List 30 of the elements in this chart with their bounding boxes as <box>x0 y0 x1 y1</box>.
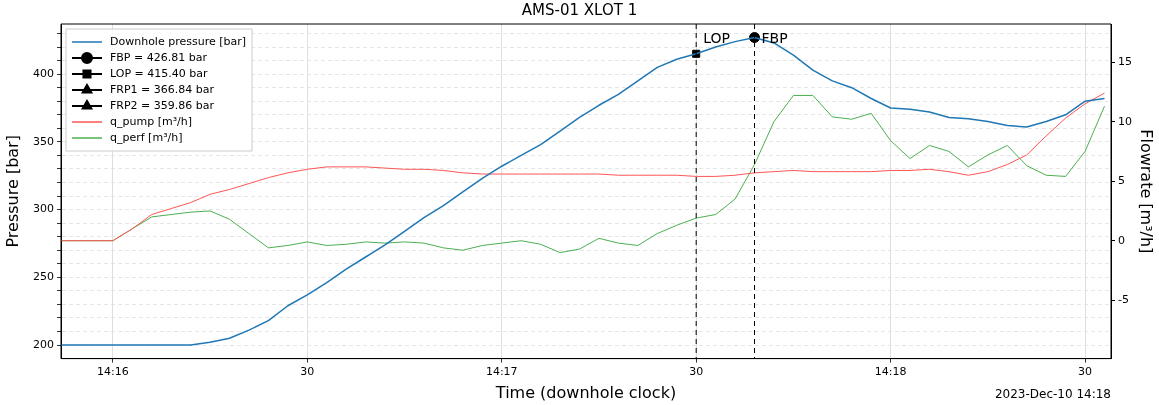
y-tick-label: 250 <box>33 270 54 284</box>
y-axis-title: Pressure [bar] <box>2 135 22 248</box>
ref-line-label: FBP <box>761 29 788 46</box>
chart-title: AMS-01 XLOT 1 <box>521 0 638 19</box>
x-tick-label: 30 <box>689 365 704 379</box>
y-tick-label: 200 <box>33 337 54 351</box>
legend-label: FBP = 426.81 bar <box>110 50 208 64</box>
legend-label: LOP = 415.40 bar <box>110 66 208 80</box>
text: 2023-Dec-10 14:18 <box>994 387 1111 402</box>
x-tick-label: 14:18 <box>874 365 907 379</box>
x-axis-title: Time (downhole clock) <box>494 382 677 402</box>
legend-label: q_pump [m³/h] <box>110 114 193 128</box>
legend-label: FRP2 = 359.86 bar <box>110 98 215 112</box>
y2-tick-label: -5 <box>1118 293 1129 307</box>
y-tick-label: 300 <box>33 202 54 216</box>
ref-line-label: LOP <box>703 29 730 46</box>
x-tick-label: 14:16 <box>97 365 129 379</box>
legend-label: Downhole pressure [bar] <box>110 34 247 48</box>
y2-tick-label: 10 <box>1118 114 1132 128</box>
y-tick-label: 350 <box>33 134 54 148</box>
x-tick-label: 30 <box>300 365 315 379</box>
y2-axis-title: Flowrate [m³/h] <box>1137 129 1157 254</box>
y2-tick-label: 0 <box>1118 233 1125 247</box>
x-tick-label: 14:17 <box>485 365 518 379</box>
x-tick-label: 30 <box>1078 365 1093 379</box>
y2-tick-label: 15 <box>1118 54 1132 68</box>
y-tick-label: 400 <box>33 66 54 80</box>
legend-label: FRP1 = 366.84 bar <box>110 82 215 96</box>
legend-label: q_perf [m³/h] <box>110 130 183 144</box>
y2-tick-label: 5 <box>1118 174 1125 188</box>
